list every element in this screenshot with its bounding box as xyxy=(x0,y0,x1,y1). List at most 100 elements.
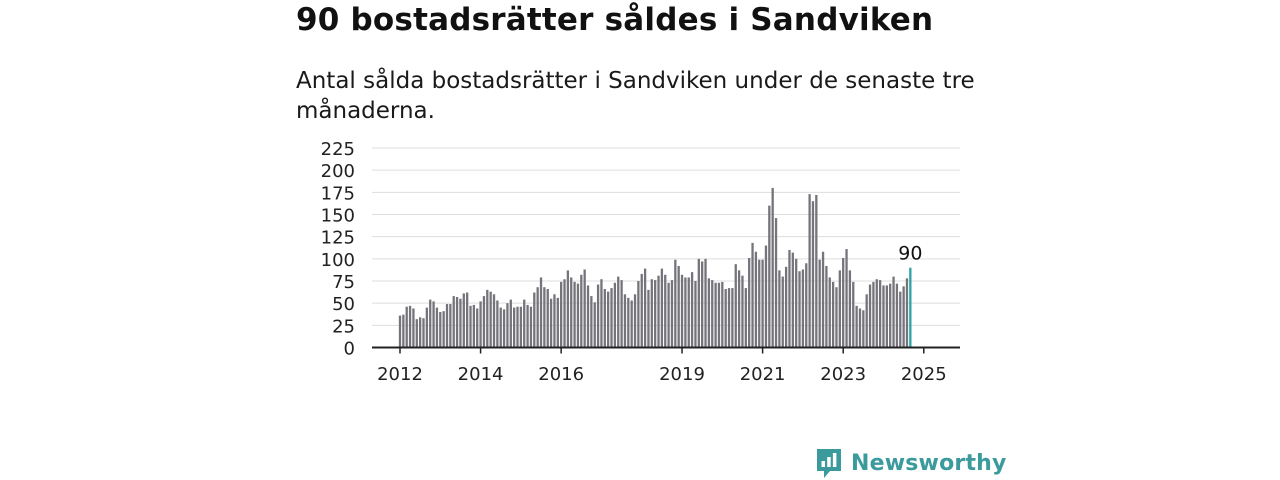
bar xyxy=(523,299,526,348)
bar xyxy=(408,305,412,348)
bar xyxy=(479,301,482,348)
bar xyxy=(858,308,862,348)
newsworthy-logo-icon xyxy=(817,449,841,478)
bar xyxy=(549,298,553,348)
bar xyxy=(623,294,627,348)
bar xyxy=(455,296,459,348)
bar xyxy=(472,304,476,348)
bar xyxy=(476,308,479,348)
bar xyxy=(650,279,653,348)
x-tick-label: 2014 xyxy=(458,364,504,385)
bar xyxy=(842,257,845,348)
bar xyxy=(489,291,492,348)
bar xyxy=(439,312,442,348)
chart-title: 90 bostadsrätter såldes i Sandviken xyxy=(296,2,934,38)
bar xyxy=(885,285,888,348)
bar xyxy=(801,269,805,348)
bar xyxy=(774,218,778,348)
bar xyxy=(603,288,606,348)
bar xyxy=(778,270,781,348)
bar xyxy=(701,261,704,348)
bar xyxy=(771,187,774,348)
bar xyxy=(402,314,405,348)
bar xyxy=(590,296,593,348)
bar xyxy=(754,251,758,348)
bar xyxy=(415,319,418,348)
x-tick-label: 2019 xyxy=(659,364,705,385)
bar xyxy=(452,296,455,348)
bar xyxy=(654,280,657,348)
y-tick-label: 50 xyxy=(332,294,355,315)
bar xyxy=(536,287,539,348)
bar xyxy=(680,274,684,348)
bar xyxy=(758,259,761,348)
bar xyxy=(482,296,486,348)
bar xyxy=(845,249,848,348)
bar xyxy=(613,282,617,348)
y-tick-label: 100 xyxy=(321,250,355,271)
bar xyxy=(895,283,899,348)
x-axis-labels: 2012 2014 2016 2019 2021 2023 2025 xyxy=(377,364,947,385)
bar xyxy=(855,305,858,348)
bar xyxy=(422,318,425,348)
bar xyxy=(442,311,445,348)
bar xyxy=(667,282,670,348)
bar xyxy=(831,281,835,348)
bar xyxy=(731,288,734,348)
x-tick-label: 2016 xyxy=(538,364,584,385)
bars xyxy=(398,187,912,348)
bar xyxy=(429,299,432,348)
bar xyxy=(848,270,852,348)
bar xyxy=(788,249,791,348)
bar xyxy=(815,194,818,348)
bar xyxy=(573,281,576,348)
bar xyxy=(892,276,895,348)
bar xyxy=(811,201,815,348)
bar xyxy=(714,282,717,348)
bar xyxy=(432,301,435,348)
bar xyxy=(721,281,724,348)
bar xyxy=(637,281,640,348)
bar xyxy=(865,294,868,348)
bar xyxy=(764,245,768,348)
y-tick-label: 150 xyxy=(321,206,355,227)
bar xyxy=(586,285,590,348)
bar xyxy=(516,306,519,348)
bar xyxy=(617,276,620,348)
x-tick-label: 2023 xyxy=(820,364,866,385)
bar xyxy=(828,277,831,348)
gridlines xyxy=(372,147,960,326)
bar xyxy=(902,286,905,348)
bar xyxy=(580,274,583,348)
bar xyxy=(449,304,452,348)
bar xyxy=(610,288,613,348)
bar xyxy=(737,270,741,348)
bar xyxy=(513,307,516,348)
bar xyxy=(593,302,596,348)
bar xyxy=(717,282,721,348)
bar xyxy=(875,279,878,348)
bar xyxy=(872,281,875,348)
bar xyxy=(660,268,664,348)
bar xyxy=(466,292,469,348)
bar xyxy=(627,297,630,348)
bar xyxy=(546,288,549,348)
bar xyxy=(768,205,771,348)
bar xyxy=(657,275,660,348)
bar xyxy=(905,278,909,348)
bar xyxy=(664,274,667,348)
bar xyxy=(734,264,737,348)
y-tick-label: 200 xyxy=(321,161,355,182)
bar xyxy=(704,258,707,348)
bar xyxy=(630,300,633,348)
bar xyxy=(744,288,747,348)
bar xyxy=(502,309,506,348)
x-axis xyxy=(372,346,960,354)
bar xyxy=(563,279,566,348)
bar xyxy=(506,303,509,348)
bar xyxy=(445,304,449,348)
bar xyxy=(570,277,573,348)
bar xyxy=(889,283,892,348)
bar xyxy=(499,307,502,348)
